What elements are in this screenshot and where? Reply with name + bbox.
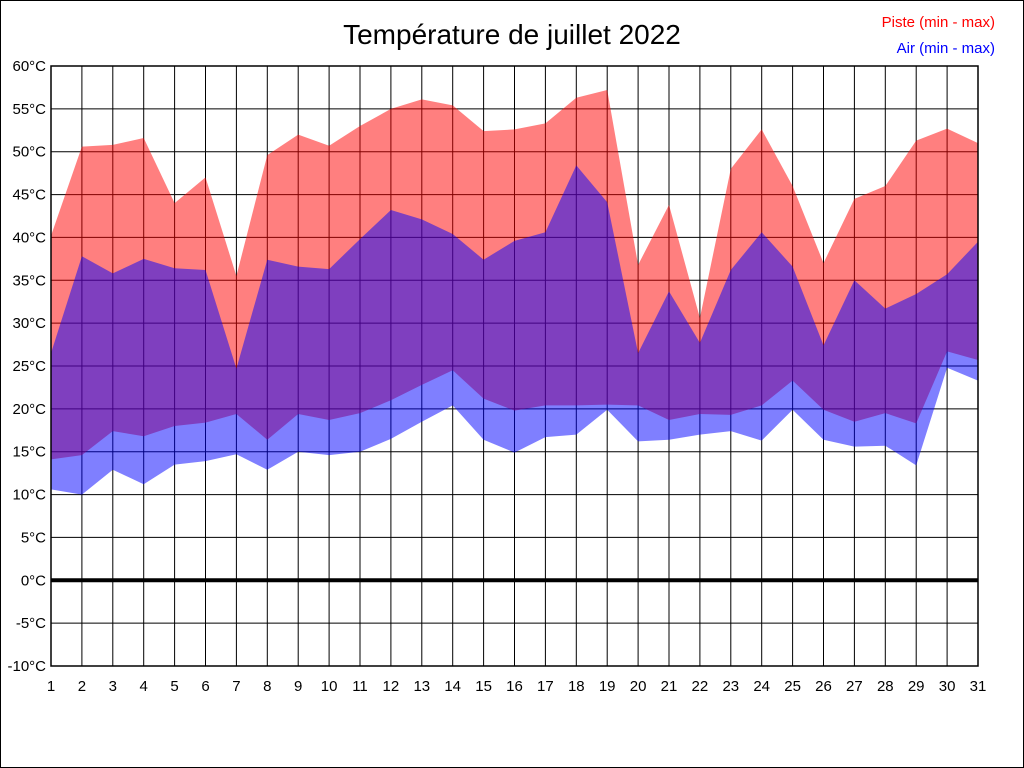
x-tick-label: 7 [232, 678, 240, 695]
air-band-area [51, 165, 978, 495]
x-tick-label: 4 [140, 678, 148, 695]
y-tick-label: 40°C [12, 229, 46, 246]
legend-label-piste: Piste (min - max) [881, 14, 995, 31]
y-tick-label: 15°C [12, 444, 46, 461]
y-tick-label: 45°C [12, 187, 46, 204]
legend-item-piste: Piste (min - max) [882, 10, 995, 36]
x-tick-label: 27 [846, 678, 863, 695]
x-tick-label: 25 [784, 678, 801, 695]
legend-label-air: Air (min - max) [896, 40, 995, 57]
x-tick-label: 22 [692, 678, 709, 695]
x-tick-label: 13 [413, 678, 430, 695]
y-tick-label: 50°C [12, 144, 46, 161]
y-tick-label: 35°C [12, 272, 46, 289]
y-tick-label: 55°C [12, 101, 46, 118]
plot-border [50, 65, 979, 667]
x-tick-label: 14 [444, 678, 461, 695]
x-tick-label: 24 [753, 678, 770, 695]
y-tick-label: 0°C [21, 572, 46, 589]
x-tick-label: 23 [722, 678, 739, 695]
chart-legend: Piste (min - max) Air (min - max) [882, 10, 995, 62]
x-tick-label: 3 [109, 678, 117, 695]
y-tick-label: 60°C [12, 58, 46, 75]
x-tick-label: 8 [263, 678, 271, 695]
x-tick-label: 15 [475, 678, 492, 695]
x-tick-label: 21 [661, 678, 678, 695]
x-tick-label: 20 [630, 678, 647, 695]
x-tick-label: 2 [78, 678, 86, 695]
x-tick-label: 28 [877, 678, 894, 695]
legend-item-air: Air (min - max) [882, 36, 995, 62]
x-tick-label: 1 [47, 678, 55, 695]
x-axis-labels: 1 2 3 4 5 6 7 8 9 10 11 12 13 14 15 16 17 18 19 20 21 22 23 24 2… [47, 678, 987, 695]
x-tick-label: 11 [352, 678, 368, 695]
x-tick-label: 26 [815, 678, 832, 695]
x-tick-label: 5 [170, 678, 178, 695]
x-tick-label: 12 [383, 678, 400, 695]
y-tick-label: -10°C [7, 658, 46, 675]
x-tick-label: 18 [568, 678, 585, 695]
x-tick-label: 31 [970, 678, 987, 695]
x-tick-label: 6 [201, 678, 209, 695]
y-tick-label: 20°C [12, 401, 46, 418]
y-tick-label: -5°C [16, 615, 46, 632]
x-tick-label: 10 [321, 678, 338, 695]
x-tick-label: 9 [294, 678, 302, 695]
y-axis-labels: 60°C 55°C 50°C 45°C 40°C 35°C 30°C 25°C 20°C 15°C… [7, 58, 46, 675]
y-tick-label: 30°C [12, 315, 46, 332]
x-tick-label: 19 [599, 678, 616, 695]
y-tick-label: 5°C [21, 529, 46, 546]
x-tick-label: 30 [939, 678, 956, 695]
x-tick-label: 16 [506, 678, 523, 695]
chart-title: Température de juillet 2022 [343, 19, 681, 50]
x-tick-label: 17 [537, 678, 554, 695]
x-tick-label: 29 [908, 678, 925, 695]
y-tick-label: 25°C [12, 358, 46, 375]
y-tick-label: 10°C [12, 487, 46, 504]
